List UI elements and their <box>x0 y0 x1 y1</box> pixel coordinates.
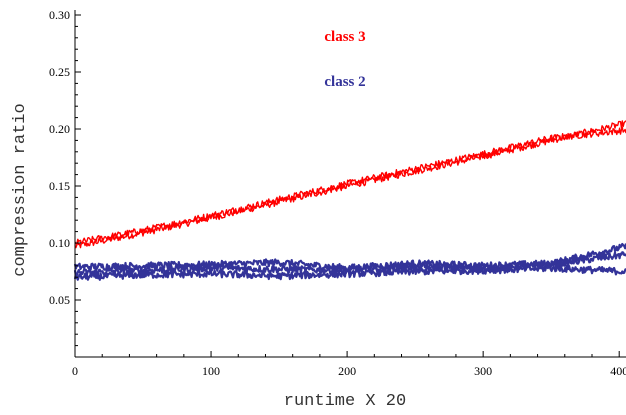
legend-item-class-2: class 2 <box>324 74 365 90</box>
series-line-class-2-3 <box>73 251 626 277</box>
legend-item-class-3: class 3 <box>324 29 365 45</box>
axes-layer: 0 100 200 300 400 0.05 0.10 0.15 0.20 0.25 0.30 <box>49 8 626 378</box>
series-line-class-2-4 <box>73 264 626 281</box>
y-axis-title: compression ratio <box>11 103 30 276</box>
x-tick-label: 100 <box>202 364 220 378</box>
y-tick-label: 0.30 <box>49 8 70 22</box>
y-tick-label: 0.10 <box>49 236 70 250</box>
y-tick-label: 0.15 <box>49 179 70 193</box>
x-tick-label: 400 <box>610 364 626 378</box>
y-tick-label: 0.20 <box>49 122 70 136</box>
y-tick-label: 0.05 <box>49 293 70 307</box>
y-tick-label: 0.25 <box>49 65 70 79</box>
series-line-class-3-1 <box>74 126 626 245</box>
x-tick-label: 300 <box>474 364 492 378</box>
x-tick-label: 200 <box>338 364 356 378</box>
x-axis-title: runtime X 20 <box>284 392 406 411</box>
x-tick-label: 0 <box>72 364 78 378</box>
series-layer <box>73 120 626 281</box>
